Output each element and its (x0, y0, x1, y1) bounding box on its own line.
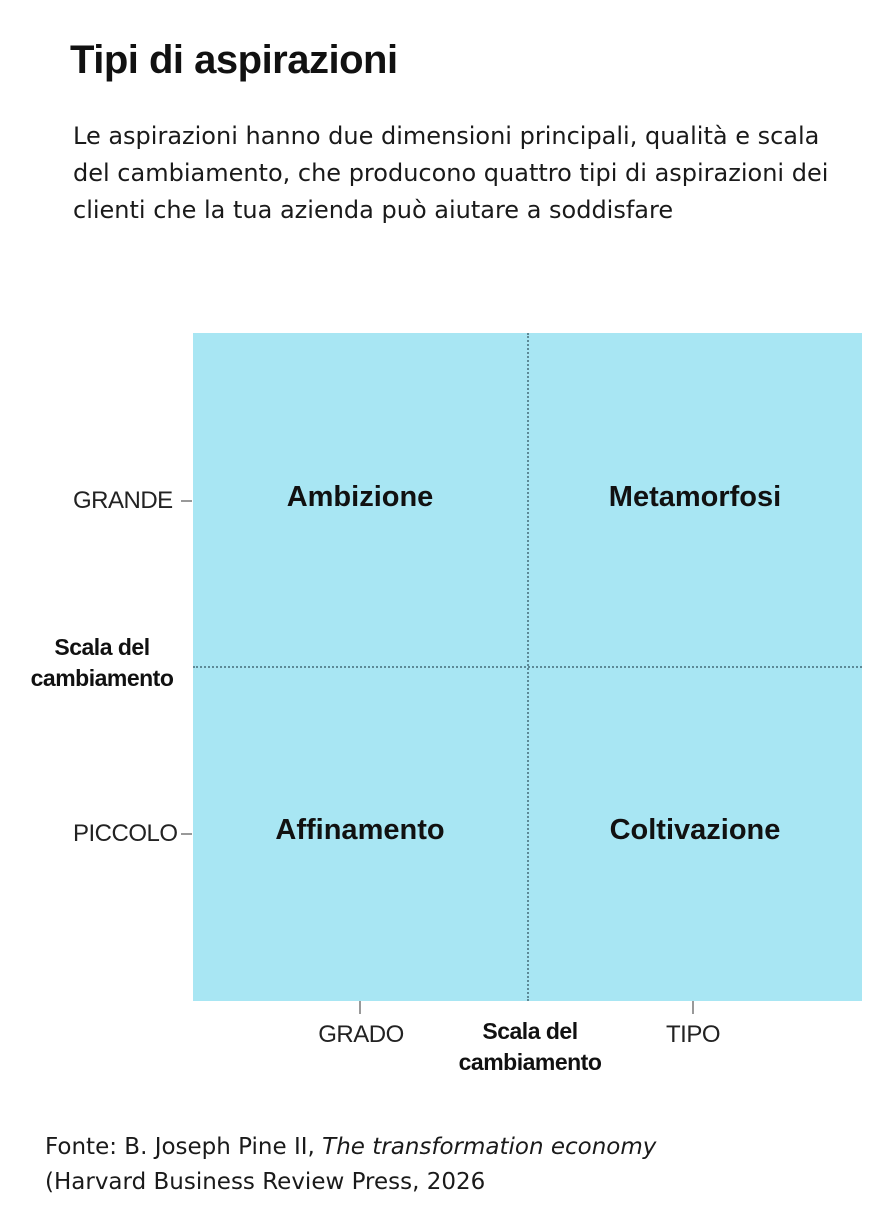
y-tick-label-grande: GRANDE (73, 487, 173, 514)
y-axis-title-line-1: Scala del (54, 634, 150, 660)
chart-title: Tipi di aspirazioni (70, 38, 398, 82)
quadrant-top-right: Metamorfosi (608, 481, 782, 513)
x-tick-tipo (692, 1001, 694, 1014)
y-tick-label-piccolo: PICCOLO (73, 820, 178, 847)
y-axis-title: Scala del cambiamento (10, 632, 194, 694)
x-tick-grado (359, 1001, 361, 1014)
x-tick-label-tipo: TIPO (665, 1021, 721, 1048)
x-axis-title: Scala del cambiamento (430, 1016, 630, 1078)
y-tick-piccolo (181, 833, 192, 835)
x-tick-label-grado: GRADO (318, 1021, 404, 1048)
y-axis-title-line-2: cambiamento (30, 665, 174, 691)
quadrant-grid: Ambizione Metamorfosi Affinamento Coltiv… (193, 333, 862, 1001)
source-note: Fonte: B. Joseph Pine II, The transforma… (45, 1130, 865, 1200)
quadrant-bottom-right: Coltivazione (609, 814, 781, 846)
source-prefix: Fonte: B. Joseph Pine II, (45, 1134, 323, 1160)
x-axis-title-line-1: Scala del (482, 1018, 578, 1044)
quadrant-top-left: Ambizione (286, 481, 434, 513)
horizontal-divider (193, 666, 862, 668)
chart-subtitle: Le aspirazioni hanno due dimensioni prin… (73, 122, 829, 224)
quadrant-bottom-left: Affinamento (275, 814, 445, 846)
x-axis-title-line-2: cambiamento (458, 1049, 602, 1075)
source-publisher: (Harvard Business Review Press, 2026 (45, 1169, 486, 1195)
source-book-title: The transformation economy (322, 1134, 657, 1160)
y-tick-grande (181, 500, 192, 502)
